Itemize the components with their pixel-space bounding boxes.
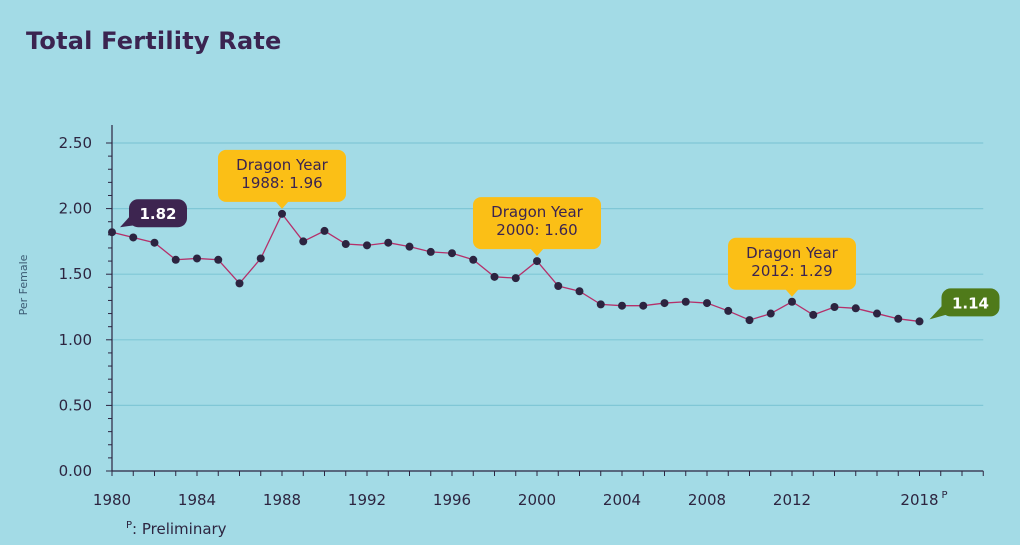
y-axis-label: Per Female: [17, 254, 30, 315]
data-point: [150, 238, 159, 247]
x-tick-label: 2000: [518, 491, 556, 509]
data-point: [745, 316, 754, 325]
annotation-text: 2000: 1.60: [496, 221, 577, 239]
data-point: [830, 303, 839, 311]
data-point: [193, 254, 201, 263]
data-point: [681, 297, 690, 306]
data-point: [341, 240, 350, 249]
annotation-pointer: [530, 248, 544, 257]
data-point: [639, 301, 648, 310]
chart-title: Total Fertility Rate: [26, 27, 282, 55]
data-point: [171, 255, 180, 264]
data-point: [278, 209, 286, 218]
data-point: [214, 255, 223, 264]
y-tick-label: 2.00: [59, 200, 92, 218]
data-point: [809, 310, 818, 319]
data-point: [363, 241, 371, 250]
y-tick-label: 1.50: [59, 265, 92, 283]
data-point: [490, 272, 499, 281]
data-point: [851, 304, 860, 313]
data-point: [894, 314, 903, 323]
data-point: [788, 297, 796, 306]
x-tick-label: 2018: [900, 491, 938, 509]
annotation-pointer: [785, 288, 799, 297]
data-point: [469, 255, 478, 264]
value-flag: [129, 199, 187, 228]
annotation-bubble: [218, 149, 346, 202]
annotation-bubble: [473, 197, 601, 250]
data-point: [724, 306, 733, 315]
y-tick-label: 0.00: [59, 462, 92, 480]
annotation-text: Dragon Year: [746, 244, 838, 262]
value-flag-text: 1.82: [139, 205, 176, 223]
x-tick-label: 1988: [263, 491, 301, 509]
annotation-text: 2012: 1.29: [751, 262, 832, 280]
data-point: [618, 301, 626, 310]
footnote: P: Preliminary: [126, 520, 227, 538]
data-point: [256, 254, 265, 263]
annotation-bubble: [728, 237, 856, 290]
footnote-text: : Preliminary: [132, 520, 227, 538]
data-point: [320, 226, 329, 235]
annotation-text: 1988: 1.96: [241, 174, 322, 192]
x-tick-label: 2008: [688, 491, 726, 509]
annotation-text: Dragon Year: [491, 203, 583, 221]
data-point: [703, 299, 711, 308]
y-tick-label: 1.00: [59, 331, 92, 349]
data-point: [873, 309, 881, 318]
data-point: [235, 279, 244, 288]
annotation-pointer: [275, 200, 289, 209]
data-point: [129, 233, 138, 242]
data-point: [511, 274, 520, 283]
y-tick-label: 0.50: [59, 396, 92, 414]
x-tick-label: 1992: [348, 491, 386, 509]
value-flag-text: 1.14: [952, 294, 989, 312]
data-point: [384, 238, 393, 247]
data-point: [533, 257, 541, 266]
data-point: [299, 237, 308, 246]
y-tick-label: 2.50: [59, 134, 92, 152]
data-point: [554, 282, 563, 291]
x-tick-label: 1996: [433, 491, 471, 509]
data-point: [596, 300, 605, 309]
data-point: [660, 299, 669, 308]
data-point: [766, 309, 775, 318]
x-tick-label: 2012: [773, 491, 811, 509]
annotation-text: Dragon Year: [236, 156, 328, 174]
data-point: [575, 287, 584, 296]
data-point: [915, 317, 924, 326]
data-point: [405, 242, 414, 251]
data-point: [448, 249, 456, 258]
flag-pointer: [120, 217, 135, 228]
value-flag: [941, 288, 1000, 317]
x-tick-label: 1984: [178, 491, 216, 509]
data-point: [426, 247, 435, 256]
x-tick-label: 1980: [93, 491, 131, 509]
data-point: [108, 228, 116, 237]
footnote-symbol: P: [126, 520, 133, 531]
x-tick-sup: P: [942, 490, 948, 501]
x-tick-label: 2004: [603, 491, 641, 509]
